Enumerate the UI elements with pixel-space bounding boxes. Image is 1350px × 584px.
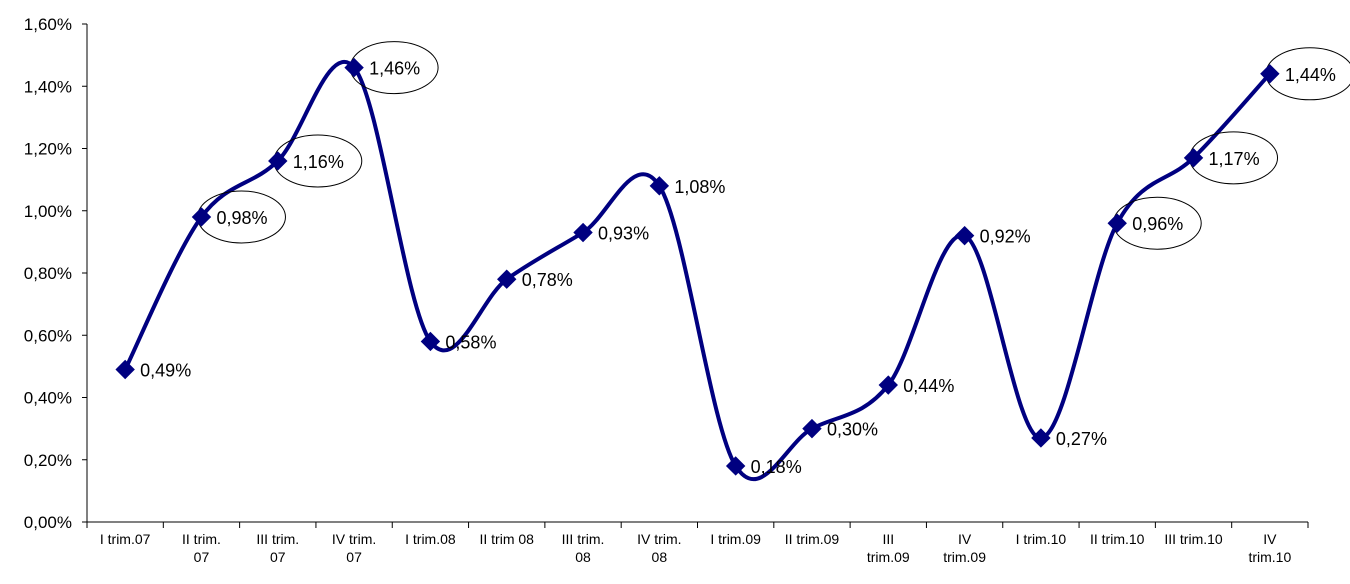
- x-tick-label: trim.10: [1248, 549, 1291, 565]
- x-tick-label: IV trim.: [332, 531, 376, 547]
- data-label: 0,93%: [598, 224, 649, 244]
- x-tick-label: II trim.: [182, 531, 221, 547]
- data-point-marker: [725, 456, 746, 476]
- x-tick-label: 07: [194, 549, 210, 565]
- data-labels: 0,49% 0,98% 1,16% 1,46% 0,58% 0,78% 0,93% 1,08%…: [140, 59, 1336, 477]
- data-label: 0,58%: [445, 332, 496, 352]
- data-point-marker: [573, 222, 593, 243]
- series-line: [123, 60, 1272, 482]
- data-markers: [115, 57, 1280, 476]
- data-point-marker: [497, 269, 517, 289]
- data-point-marker: [1260, 64, 1280, 84]
- data-point-marker: [344, 57, 364, 78]
- x-tick-label: III: [882, 531, 894, 547]
- x-tick-label: I trim.07: [100, 531, 151, 547]
- y-tick-label: 0,20%: [24, 451, 72, 470]
- series-line-group: [123, 60, 1272, 482]
- data-point-marker: [649, 176, 670, 196]
- x-axis-ticks: I trim.07 II trim. 07 III trim. 07 IV trim. 07…: [86, 522, 1309, 565]
- x-tick-label: trim.09: [867, 549, 910, 565]
- x-tick-label: II trim 08: [479, 531, 534, 547]
- data-point-marker: [802, 418, 822, 439]
- x-tick-label: 08: [575, 549, 591, 565]
- y-tick-label: 0,00%: [24, 513, 72, 532]
- data-point-marker: [1031, 428, 1051, 448]
- data-label: 1,46%: [369, 59, 420, 79]
- data-point-marker: [191, 207, 212, 227]
- y-tick-label: 1,00%: [24, 202, 72, 221]
- data-label: 1,08%: [674, 177, 725, 197]
- data-label: 0,27%: [1056, 429, 1107, 449]
- data-label: 1,44%: [1285, 65, 1336, 85]
- x-tick-label: II trim.09: [785, 531, 840, 547]
- x-tick-label: III trim.: [256, 531, 299, 547]
- y-tick-label: 1,40%: [24, 77, 72, 96]
- x-tick-label: IV: [958, 531, 972, 547]
- x-tick-label: I trim.09: [710, 531, 761, 547]
- data-label: 0,98%: [216, 208, 267, 228]
- x-tick-label: III trim.10: [1164, 531, 1223, 547]
- y-axis-ticks: 0,00% 0,20% 0,40% 0,60% 0,80% 1,00% 1,20% 1,40%…: [24, 15, 87, 532]
- y-tick-label: 1,60%: [24, 15, 72, 34]
- x-tick-label: IV: [1263, 531, 1277, 547]
- data-label: 0,78%: [522, 270, 573, 290]
- x-tick-label: I trim.08: [405, 531, 456, 547]
- x-tick-label: trim.09: [943, 549, 986, 565]
- data-point-marker: [268, 151, 288, 171]
- data-label: 1,16%: [293, 152, 344, 172]
- data-label: 0,96%: [1132, 214, 1183, 234]
- x-tick-label: 08: [652, 549, 668, 565]
- x-tick-label: IV trim.: [637, 531, 681, 547]
- axes: [86, 24, 1308, 523]
- x-tick-label: I trim.10: [1016, 531, 1067, 547]
- y-tick-label: 1,20%: [24, 140, 72, 159]
- data-point-marker: [115, 359, 135, 380]
- data-point-marker: [1183, 148, 1204, 168]
- x-tick-label: 07: [346, 549, 362, 565]
- data-label: 0,92%: [980, 227, 1031, 247]
- y-tick-label: 0,60%: [24, 326, 72, 345]
- data-point-marker: [1107, 213, 1127, 233]
- data-point-marker: [420, 331, 441, 352]
- x-tick-label: 07: [270, 549, 286, 565]
- data-point-marker: [954, 225, 975, 246]
- x-tick-label: III trim.: [562, 531, 605, 547]
- x-tick-label: II trim.10: [1090, 531, 1145, 547]
- y-tick-label: 0,40%: [24, 389, 72, 408]
- data-label: 0,30%: [827, 420, 878, 440]
- data-label: 0,18%: [751, 457, 802, 477]
- data-label: 0,44%: [903, 376, 954, 396]
- data-label: 0,49%: [140, 360, 191, 380]
- data-point-marker: [878, 375, 898, 395]
- data-label: 1,17%: [1209, 149, 1260, 169]
- y-tick-label: 0,80%: [24, 264, 72, 283]
